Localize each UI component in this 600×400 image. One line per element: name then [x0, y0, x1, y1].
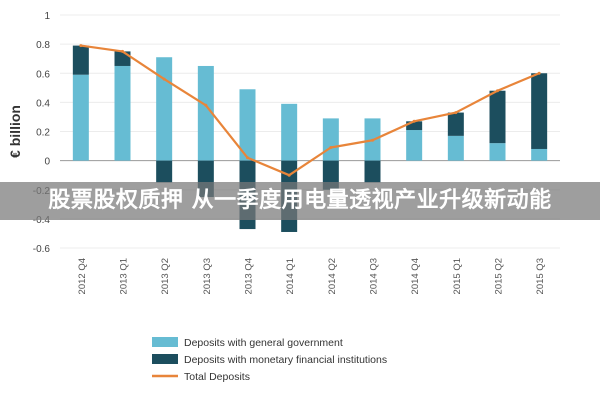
- total-deposits-point: [537, 71, 541, 75]
- total-deposits-point: [496, 89, 499, 93]
- total-deposits-point: [287, 173, 291, 177]
- bar-mfi: [72, 45, 89, 75]
- legend: Deposits with general government Deposits…: [152, 337, 387, 383]
- total-deposits-point: [371, 138, 374, 142]
- legend-label: Total Deposits: [184, 371, 250, 383]
- bar-government: [322, 118, 339, 161]
- total-deposits-point: [121, 49, 124, 53]
- x-tick-label: 2015 Q3: [535, 258, 546, 294]
- y-tick-label: -0.6: [33, 244, 51, 255]
- bar-mfi: [364, 160, 381, 183]
- x-tick-label: 2012 Q4: [77, 258, 88, 294]
- legend-label: Deposits with monetary financial institu…: [184, 354, 387, 366]
- bar-government: [447, 135, 464, 161]
- legend-label: Deposits with general government: [184, 337, 343, 349]
- bar-government: [72, 74, 89, 161]
- bar-mfi: [156, 160, 173, 183]
- bar-mfi: [406, 121, 423, 131]
- x-tick-label: 2014 Q2: [327, 258, 338, 294]
- bar-mfi: [489, 90, 506, 144]
- x-tick-label: 2013 Q3: [202, 258, 213, 294]
- y-tick-label: -0.4: [33, 215, 51, 226]
- bar-government: [156, 57, 173, 161]
- bar-government: [281, 103, 298, 161]
- x-tick-label: 2013 Q4: [244, 258, 255, 294]
- bar-government: [197, 65, 214, 161]
- x-tick-label: 2015 Q1: [452, 258, 463, 294]
- y-tick-label: 1: [44, 11, 50, 22]
- overlay-banner: 股票股权质押 从一季度用电量透视产业升级新动能: [0, 182, 600, 220]
- bar-government: [114, 65, 131, 161]
- total-deposits-point: [246, 156, 249, 160]
- x-tick-label: 2013 Q2: [160, 258, 171, 294]
- x-tick-label: 2015 Q2: [494, 258, 505, 294]
- total-deposits-line: [80, 44, 540, 177]
- y-tick-label: 0.4: [36, 98, 50, 109]
- total-deposits-point: [412, 119, 416, 123]
- x-tick-label: 2013 Q1: [119, 258, 130, 294]
- x-tick-labels: 2012 Q4 2013 Q1 2013 Q2 2013 Q3 2013 Q4 2014 …: [77, 258, 546, 294]
- bar-government: [531, 148, 548, 161]
- total-deposits-point: [454, 111, 458, 115]
- legend-swatch: [152, 337, 178, 347]
- total-deposits-point: [204, 103, 208, 107]
- total-deposits-point: [329, 146, 333, 150]
- legend-swatch: [152, 354, 178, 364]
- bar-government: [406, 130, 423, 161]
- bar-mfi: [114, 51, 131, 66]
- bar-government: [239, 89, 256, 161]
- y-tick-label: 0.6: [36, 69, 50, 80]
- y-tick-label: 0: [44, 157, 50, 168]
- y-tick-label: 0.8: [36, 40, 50, 51]
- total-line: [79, 44, 541, 177]
- y-tick-label: 0.2: [36, 128, 50, 139]
- total-deposits-point: [162, 77, 166, 81]
- bar-government: [489, 143, 506, 161]
- y-axis-label: € billion: [7, 105, 23, 158]
- x-tick-label: 2014 Q4: [410, 258, 421, 294]
- total-deposits-point: [79, 44, 83, 48]
- bar-mfi: [447, 112, 464, 136]
- bar-mfi: [531, 73, 548, 149]
- x-tick-label: 2014 Q3: [369, 258, 380, 294]
- x-tick-label: 2014 Q1: [285, 258, 296, 294]
